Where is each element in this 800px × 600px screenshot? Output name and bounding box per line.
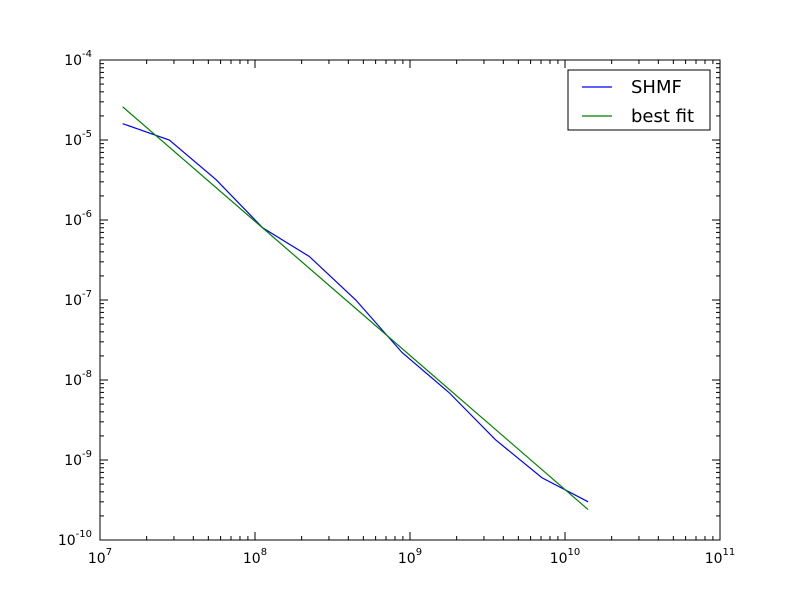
y-tick-label-base: 10 (64, 213, 82, 229)
y-tick-label-exp: -5 (82, 129, 92, 140)
series-line-0 (122, 123, 589, 503)
x-tick-label-base: 10 (550, 551, 568, 567)
y-tick-label: 10-5 (64, 129, 92, 149)
legend-label-0: SHMF (631, 77, 682, 98)
plot-frame (99, 59, 721, 541)
y-tick-label-exp: -8 (82, 369, 92, 380)
ticks-layer: 107 108 109 1010 101110-1010-910-810-710-610… (58, 49, 735, 567)
x-tick-label-exp: 9 (416, 547, 422, 558)
x-tick-label: 109 (398, 547, 422, 567)
x-tick-label-exp: 10 (568, 547, 581, 558)
y-tick-label-base: 10 (64, 453, 82, 469)
series-layer (122, 106, 589, 511)
y-tick-label-base: 10 (64, 133, 82, 149)
x-tick-label-exp: 11 (723, 547, 736, 558)
x-tick-label: 1010 (550, 547, 581, 567)
plot-background (100, 60, 720, 540)
y-tick-label-exp: -6 (82, 209, 92, 220)
x-tick-label-base: 10 (243, 551, 261, 567)
y-tick-label-exp: -7 (82, 289, 92, 300)
y-tick-label: 10-7 (64, 289, 92, 309)
y-tick-label-exp: -9 (82, 449, 92, 460)
y-tick-label: 10-6 (64, 209, 92, 229)
x-tick-label: 1011 (705, 547, 736, 567)
y-tick-label: 10-10 (58, 529, 92, 549)
x-tick-label: 107 (88, 547, 112, 567)
x-tick-label-base: 10 (88, 551, 106, 567)
x-tick-label-exp: 7 (106, 547, 112, 558)
series-line-1 (122, 106, 589, 511)
x-tick-label-base: 10 (398, 551, 416, 567)
y-tick-label-base: 10 (64, 53, 82, 69)
x-tick-label-exp: 8 (261, 547, 267, 558)
y-tick-label-exp: -4 (82, 49, 92, 60)
y-tick-label-base: 10 (64, 293, 82, 309)
y-tick-label: 10-8 (64, 369, 92, 389)
y-tick-label: 10-4 (64, 49, 92, 69)
y-tick-label-base: 10 (64, 373, 82, 389)
y-tick-label-base: 10 (58, 533, 76, 549)
y-tick-label: 10-9 (64, 449, 92, 469)
y-tick-label-exp: -10 (76, 529, 92, 540)
legend-label-1: best fit (631, 106, 694, 127)
legend: SHMF best fit (567, 69, 711, 131)
x-tick-label-base: 10 (705, 551, 723, 567)
legend-box (567, 69, 711, 131)
x-tick-label: 108 (243, 547, 267, 567)
